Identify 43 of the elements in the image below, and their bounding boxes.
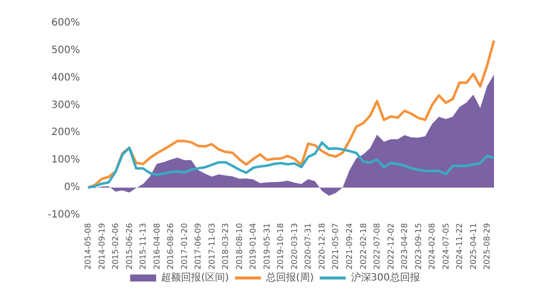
x-tick-label: 2015-11-13 (138, 223, 148, 270)
x-tick-label: 2015-02-06 (111, 223, 120, 270)
x-tick-label: 2021-09-24 (344, 223, 354, 270)
x-tick-label: 2014-09-19 (97, 223, 106, 270)
x-tick-label: 2016-04-08 (152, 223, 162, 270)
x-tick-label: 2021-05-07 (331, 223, 340, 270)
legend-label: 超额回报(区间) (161, 272, 230, 284)
x-tick-label: 2020-03-13 (290, 223, 299, 270)
y-tick-label: -100% (48, 210, 80, 220)
y-tick-label: 0% (64, 182, 80, 194)
x-tick-label: 2016-08-26 (166, 223, 176, 270)
x-tick-label: 2017-06-09 (194, 223, 203, 270)
x-tick-label: 2022-12-02 (386, 223, 396, 270)
x-tick-label: 2018-03-23 (221, 223, 230, 270)
x-tick-label: 2022-07-08 (372, 223, 382, 270)
x-tick-label: 2025-08-29 (482, 223, 492, 270)
x-tick-label: 2024-02-08 (428, 223, 437, 270)
x-tick-label: 2023-09-15 (414, 223, 423, 270)
y-tick-label: 300% (51, 100, 80, 111)
x-tick-label: 2023-04-28 (400, 223, 410, 270)
x-tick-label: 2020-12-18 (317, 223, 326, 270)
x-tick-label: 2018-08-10 (234, 223, 244, 270)
x-tick-label: 2017-11-03 (207, 223, 216, 270)
x-tick-label: 2019-10-18 (276, 223, 286, 270)
y-tick-label: 600% (51, 18, 80, 28)
x-tick-label: 2019-01-04 (248, 223, 258, 270)
x-tick-label: 2017-01-20 (180, 223, 189, 270)
legend-label: 总回报(周) (264, 272, 314, 284)
x-tick-label: 2022-02-18 (358, 223, 368, 270)
x-tick-label: 2020-07-31 (304, 223, 313, 270)
line-series (86, 141, 496, 189)
x-tick-label: 2014-05-08 (84, 223, 92, 270)
y-tick-label: 100% (51, 154, 80, 166)
legend-label: 沪深300总回报 (350, 272, 420, 284)
line-series (86, 39, 496, 189)
x-tick-label: 2015-06-26 (124, 223, 134, 270)
x-tick-label: 2024-07-05 (441, 223, 450, 270)
x-tick-label: 2019-05-31 (262, 223, 272, 270)
x-tick-label: 2025-04-11 (468, 223, 478, 270)
y-tick-label: 400% (51, 72, 80, 84)
y-tick-label: 200% (51, 127, 80, 138)
x-tick-label: 2024-11-22 (455, 223, 464, 270)
y-tick-label: 500% (51, 44, 80, 56)
